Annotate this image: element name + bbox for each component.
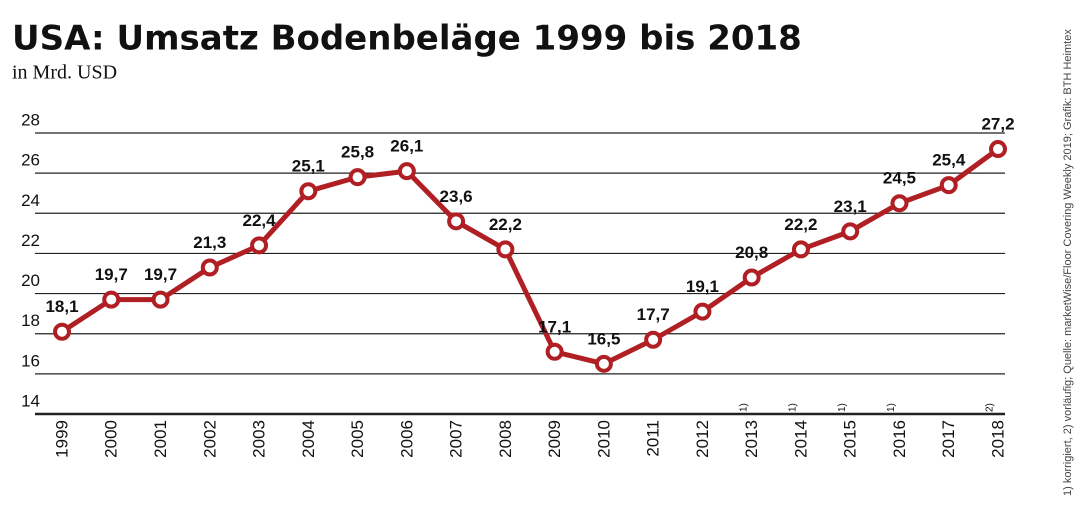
value-label: 19,1 — [686, 277, 719, 296]
value-label: 17,7 — [637, 305, 670, 324]
x-tick-label: 2009 — [545, 420, 564, 458]
marker — [545, 342, 564, 361]
marker — [53, 322, 71, 341]
x-tick-label: 2015 — [841, 420, 860, 458]
x-tick-label: 2017 — [939, 420, 958, 458]
source: 1) korrigiert, 2) vorläufig; Quelle: mar… — [1062, 29, 1074, 496]
x-tick-label: 2010 — [594, 420, 613, 458]
marker — [102, 290, 121, 309]
marker — [447, 212, 466, 231]
value-label: 16,5 — [587, 329, 620, 348]
x-tick-note: 2) — [985, 403, 996, 412]
x-tick-label: 2000 — [102, 420, 121, 458]
marker — [348, 168, 367, 187]
chart-subtitle: in Mrd. USD — [12, 62, 117, 84]
value-label: 21,3 — [193, 233, 226, 252]
y-tick-label: 14 — [21, 391, 40, 410]
marker — [151, 290, 170, 309]
marker — [791, 240, 810, 259]
marker — [496, 240, 515, 259]
x-tick-label: 2014 — [791, 420, 810, 458]
value-label: 26,1 — [390, 137, 423, 156]
value-label: 25,4 — [932, 151, 966, 170]
marker — [693, 302, 712, 321]
x-tick-label: 2005 — [348, 420, 367, 458]
y-tick-label: 22 — [21, 231, 40, 250]
y-tick-label: 20 — [21, 271, 40, 290]
y-tick-label: 26 — [21, 151, 40, 170]
y-tick-label: 16 — [21, 351, 40, 370]
marker — [989, 140, 1007, 159]
x-tick-label: 2016 — [890, 420, 909, 458]
x-tick-note: 1) — [738, 403, 749, 412]
value-label: 20,8 — [735, 243, 768, 262]
x-tick-label: 1999 — [52, 420, 71, 458]
marker — [200, 258, 219, 277]
marker — [299, 182, 318, 201]
value-label: 22,2 — [784, 215, 817, 234]
y-tick-label: 18 — [21, 311, 40, 330]
value-label: 27,2 — [981, 115, 1014, 134]
x-tick-label: 2004 — [299, 420, 318, 458]
value-label: 24,5 — [883, 169, 916, 188]
value-label: 22,2 — [489, 215, 522, 234]
x-tick-label: 2011 — [644, 420, 663, 457]
marker — [594, 354, 613, 373]
x-tick-label: 2001 — [151, 420, 170, 458]
value-label: 18,1 — [45, 297, 78, 316]
x-tick-label: 2012 — [693, 420, 712, 458]
x-tick-label: 2008 — [496, 420, 515, 458]
value-label: 17,1 — [538, 317, 571, 336]
x-tick-label: 2006 — [397, 420, 416, 458]
value-label: 25,8 — [341, 143, 374, 162]
x-tick-label: 2002 — [200, 420, 219, 458]
line — [60, 147, 1000, 367]
chart-title: USA: Umsatz Bodenbeläge 1999 bis 2018 — [12, 19, 802, 59]
x-tick-note: 1) — [886, 403, 897, 412]
value-label: 23,6 — [440, 187, 473, 206]
value-label: 23,1 — [834, 197, 867, 216]
marker — [397, 162, 416, 181]
marker — [890, 194, 909, 213]
x-tick-label: 2003 — [250, 420, 269, 458]
value-label: 19,7 — [95, 265, 128, 284]
x-tick-label: 2018 — [988, 420, 1007, 458]
marker — [841, 222, 860, 241]
x-tick-label: 2013 — [742, 420, 761, 458]
marker — [644, 330, 663, 349]
y-tick-label: 24 — [21, 191, 40, 210]
marker — [939, 176, 958, 195]
marker — [742, 268, 761, 287]
x-tick-note: 1) — [788, 403, 799, 412]
marker — [250, 236, 269, 255]
value-label: 25,1 — [292, 157, 325, 176]
y-tick-label: 28 — [21, 110, 40, 129]
value-label: 22,4 — [243, 211, 277, 230]
x-tick-note: 1) — [837, 403, 848, 412]
value-label: 19,7 — [144, 265, 177, 284]
x-tick-label: 2007 — [447, 420, 466, 458]
